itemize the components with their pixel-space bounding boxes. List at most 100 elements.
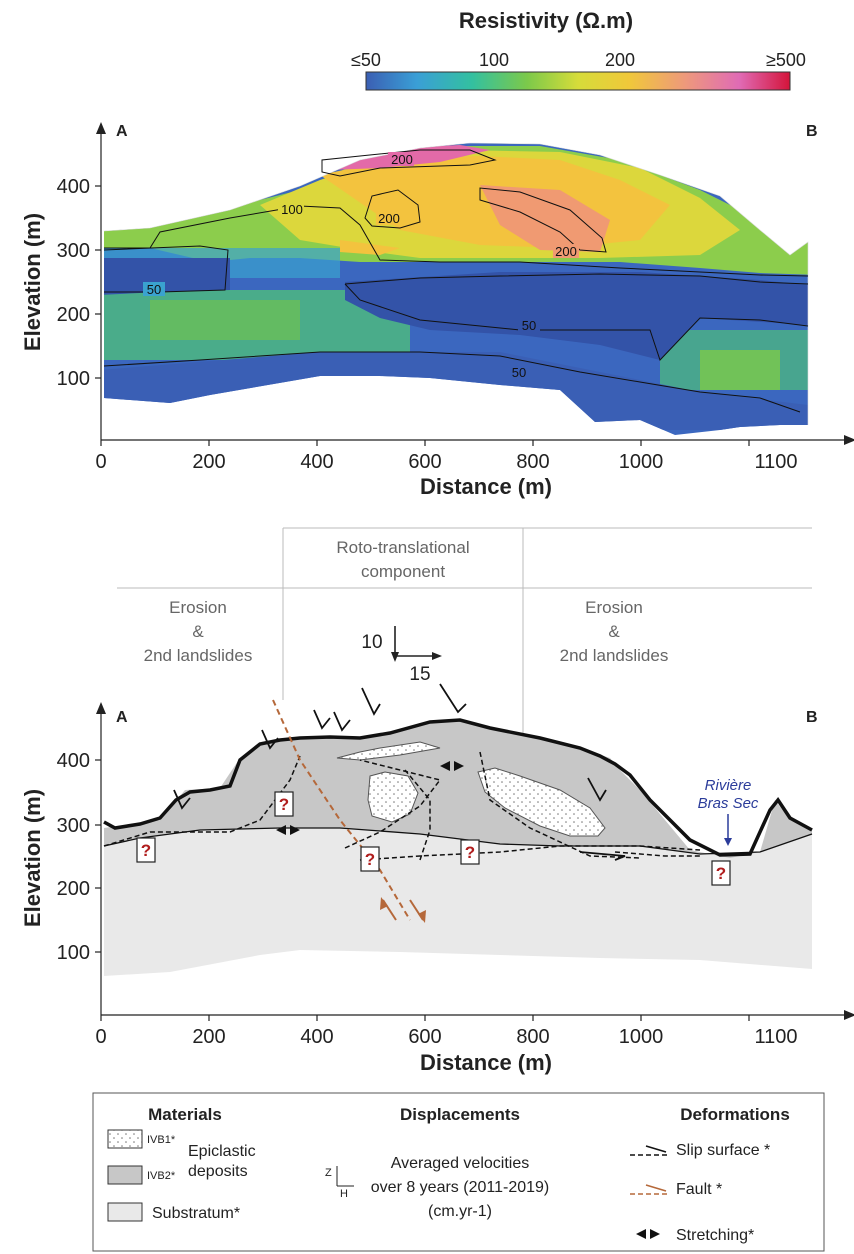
legend-slip-icon	[630, 1145, 668, 1156]
bottom-ytick-200: 200	[57, 878, 90, 900]
contour-label-50b: 50	[522, 318, 536, 333]
zone-center-line1: Roto-translational	[336, 538, 469, 557]
zone-left-line1: Erosion	[169, 598, 227, 617]
slip-surfaces	[103, 751, 701, 861]
legend-displacements-title: Displacements	[400, 1105, 520, 1124]
contour-label-200c: 200	[555, 244, 577, 259]
legend-ivb1-swatch	[107, 1129, 143, 1149]
question-boxes: ? ? ? ? ?	[136, 791, 731, 886]
top-xtick-600: 600	[408, 451, 441, 473]
top-xtick-0: 0	[95, 451, 106, 473]
top-corner-a: A	[116, 123, 128, 140]
bottom-corner-a: A	[116, 709, 128, 726]
colorbar-label-min: ≤50	[351, 50, 381, 70]
contour-label-100: 100	[281, 202, 303, 217]
legend-deformations-title: Deformations	[680, 1105, 790, 1124]
legend-slip-label: Slip surface *	[676, 1142, 770, 1159]
top-ytick-100: 100	[57, 368, 90, 390]
ivb1-block-1	[336, 741, 441, 761]
legend-ivb2-swatch	[107, 1165, 143, 1185]
top-x-arrow-icon	[844, 435, 854, 445]
top-ytick-300: 300	[57, 240, 90, 262]
top-ylabel: Elevation (m)	[20, 213, 45, 351]
legend-fault-icon	[630, 1184, 668, 1195]
zone-left-line2: &	[192, 622, 204, 641]
legend-disp-line1: Averaged velocities	[391, 1155, 529, 1172]
legend-disp-line3: (cm.yr-1)	[428, 1203, 492, 1220]
bottom-x-arrow-icon	[844, 1010, 854, 1020]
zone-right-line3: 2nd landslides	[560, 646, 669, 665]
contour-label-200a: 200	[391, 152, 413, 167]
topography-line	[103, 718, 813, 857]
legend-substratum-swatch	[107, 1202, 143, 1222]
question-mark-4: ?	[465, 843, 475, 862]
top-axes	[95, 130, 846, 446]
bottom-xtick-800: 800	[516, 1026, 549, 1048]
velocity-h-value: 15	[409, 664, 430, 685]
bottom-corner-b: B	[806, 709, 818, 726]
zone-header	[117, 527, 812, 745]
legend-epiclastic-line1: Epiclastic	[188, 1143, 256, 1160]
top-corner-b: B	[806, 123, 818, 140]
river-label-line2: Bras Sec	[698, 795, 759, 812]
bottom-xtick-1100: 1100	[754, 1026, 797, 1048]
contour-label-50c: 50	[512, 365, 526, 380]
contour-label-200b: 200	[378, 211, 400, 226]
substratum-layer	[104, 828, 812, 976]
ert-section: 200 100 200 200 50 50 50	[103, 142, 809, 435]
legend-z-label: Z	[325, 1167, 332, 1179]
velocity-vector-icon	[394, 626, 436, 657]
zone-right-line1: Erosion	[585, 598, 643, 617]
legend-stretching-icon	[636, 1229, 660, 1239]
legend-box	[92, 1092, 825, 1252]
top-xtick-1100: 1100	[754, 451, 797, 473]
stretching-icons	[276, 761, 464, 835]
ivb1-block-2	[367, 771, 419, 823]
legend-zh-axes-icon	[336, 1166, 354, 1187]
bottom-xtick-600: 600	[408, 1026, 441, 1048]
legend-stretching-label: Stretching*	[676, 1227, 754, 1244]
contour-label-50a: 50	[147, 282, 161, 297]
colorbar-label-max: ≥500	[766, 50, 806, 70]
bottom-axes	[95, 710, 846, 1021]
legend-ivb2-label: IVB2*	[147, 1170, 176, 1182]
zone-center-line2: component	[361, 562, 445, 581]
question-mark-2: ?	[279, 795, 289, 814]
legend-h-label: H	[340, 1188, 348, 1200]
question-mark-1: ?	[141, 841, 151, 860]
river-label-line1: Rivière	[705, 777, 752, 794]
legend-materials-title: Materials	[148, 1105, 222, 1124]
bottom-ylabel: Elevation (m)	[20, 789, 45, 927]
colorbar-gradient	[365, 71, 791, 91]
bottom-xtick-200: 200	[192, 1026, 225, 1048]
bottom-xlabel: Distance (m)	[420, 1050, 552, 1075]
colorbar-title: Resistivity (Ω.m)	[459, 8, 633, 33]
bottom-xtick-400: 400	[300, 1026, 333, 1048]
bottom-y-arrow-icon	[96, 702, 106, 714]
ivb1-block-3	[477, 767, 606, 837]
top-xtick-200: 200	[192, 451, 225, 473]
legend-epiclastic-line2: deposits	[188, 1163, 248, 1180]
zone-right-line2: &	[608, 622, 620, 641]
top-xtick-400: 400	[300, 451, 333, 473]
legend-ivb1-label: IVB1*	[147, 1134, 176, 1146]
surface-slip-arrows	[173, 683, 626, 861]
bottom-ytick-100: 100	[57, 942, 90, 964]
bottom-xtick-0: 0	[95, 1026, 106, 1048]
top-ytick-200: 200	[57, 304, 90, 326]
bottom-xtick-1000: 1000	[619, 1026, 664, 1048]
legend-substratum-label: Substratum*	[152, 1205, 240, 1222]
ivb2-deposits	[104, 720, 812, 858]
fault-line	[272, 699, 411, 921]
bottom-ytick-300: 300	[57, 815, 90, 837]
legend-fault-label: Fault *	[676, 1181, 722, 1198]
colorbar-label-100: 100	[479, 50, 509, 70]
top-xtick-1000: 1000	[619, 451, 664, 473]
bottom-ytick-400: 400	[57, 750, 90, 772]
colorbar-label-200: 200	[605, 50, 635, 70]
top-xtick-800: 800	[516, 451, 549, 473]
top-xlabel: Distance (m)	[420, 474, 552, 499]
legend-disp-line2: over 8 years (2011-2019)	[371, 1179, 549, 1196]
question-mark-3: ?	[365, 850, 375, 869]
